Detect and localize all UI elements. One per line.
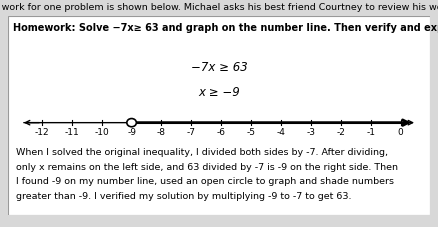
Text: His work for one problem is shown below. Michael asks his best friend Courtney t: His work for one problem is shown below.… bbox=[0, 3, 438, 12]
Text: -3: -3 bbox=[307, 128, 315, 137]
Text: Homework: Solve −7x≥ 63 and graph on the number line. Then verify and explain yo: Homework: Solve −7x≥ 63 and graph on the… bbox=[13, 23, 438, 33]
Text: When I solved the original inequality, I divided both sides by -7. After dividin: When I solved the original inequality, I… bbox=[16, 148, 388, 157]
Text: greater than -9. I verified my solution by multiplying -9 to -7 to get 63.: greater than -9. I verified my solution … bbox=[16, 192, 351, 201]
Text: -2: -2 bbox=[336, 128, 345, 137]
Text: -9: -9 bbox=[127, 128, 136, 137]
Text: −7x ≥ 63: −7x ≥ 63 bbox=[191, 61, 247, 74]
Text: -6: -6 bbox=[217, 128, 226, 137]
Text: 0: 0 bbox=[398, 128, 403, 137]
Text: only x remains on the left side, and 63 divided by -7 is -9 on the right side. T: only x remains on the left side, and 63 … bbox=[16, 163, 398, 172]
Circle shape bbox=[127, 118, 136, 127]
Text: -11: -11 bbox=[64, 128, 79, 137]
Text: -5: -5 bbox=[247, 128, 256, 137]
Text: -1: -1 bbox=[366, 128, 375, 137]
Text: x ≥ −9: x ≥ −9 bbox=[198, 86, 240, 99]
Text: -12: -12 bbox=[35, 128, 49, 137]
Text: -4: -4 bbox=[276, 128, 286, 137]
Text: -10: -10 bbox=[94, 128, 109, 137]
Text: -8: -8 bbox=[157, 128, 166, 137]
Text: -7: -7 bbox=[187, 128, 196, 137]
Text: I found -9 on my number line, used an open circle to graph and shade numbers: I found -9 on my number line, used an op… bbox=[16, 178, 394, 187]
